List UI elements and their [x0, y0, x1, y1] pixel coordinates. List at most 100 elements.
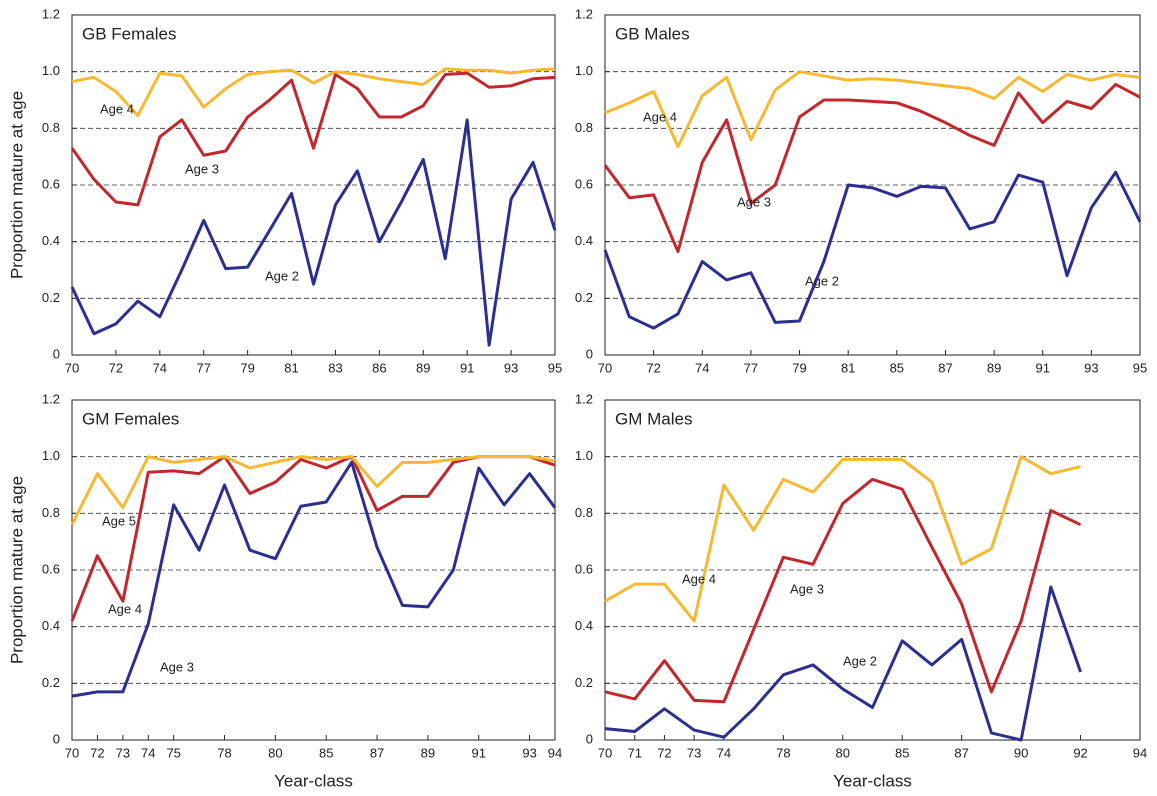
- x-tick-label: 85: [890, 360, 904, 375]
- x-tick-label: 94: [1133, 745, 1147, 760]
- data-line: [70, 455, 556, 526]
- y-tick-label: 0: [53, 346, 60, 361]
- x-axis-title: Year-class: [833, 771, 912, 790]
- y-tick-label: 1.2: [575, 6, 593, 21]
- y-tick-label: 0.6: [42, 561, 60, 576]
- y-tick-label: 0.6: [42, 176, 60, 191]
- x-tick-label: 74: [153, 360, 167, 375]
- y-axis-title: Proportion mature at age: [7, 476, 26, 664]
- x-tick-label: 92: [1073, 745, 1087, 760]
- x-tick-label: 72: [109, 360, 123, 375]
- y-tick-label: 0.8: [42, 505, 60, 520]
- series-label: Age 2: [843, 653, 877, 668]
- series-label: Age 5: [102, 513, 136, 528]
- x-tick-label: 86: [372, 360, 386, 375]
- x-tick-label: 89: [416, 360, 430, 375]
- y-axis-title: Proportion mature at age: [7, 91, 26, 279]
- x-tick-label: 71: [627, 745, 641, 760]
- x-tick-label: 89: [421, 745, 435, 760]
- y-tick-label: 1.2: [42, 6, 60, 21]
- y-tick-label: 1.0: [42, 63, 60, 78]
- plot-frame: [604, 399, 1141, 741]
- data-line: [71, 460, 557, 698]
- x-tick-label: 93: [1084, 360, 1098, 375]
- x-tick-label: 75: [166, 745, 180, 760]
- x-tick-label: 89: [987, 360, 1001, 375]
- y-tick-label: 0.2: [42, 290, 60, 305]
- x-tick-label: 87: [938, 360, 952, 375]
- plot-frame: [71, 14, 556, 356]
- x-tick-label: 72: [657, 745, 671, 760]
- series-label: Age 4: [643, 109, 677, 124]
- y-tick-label: 0.2: [42, 675, 60, 690]
- plot-frame: [604, 14, 1141, 356]
- y-tick-label: 0: [53, 731, 60, 746]
- x-tick-label: 74: [141, 745, 155, 760]
- x-tick-label: 70: [598, 360, 612, 375]
- y-tick-label: 0.8: [575, 120, 593, 135]
- y-tick-label: 0: [586, 731, 593, 746]
- series-label: Age 3: [790, 581, 824, 596]
- y-tick-label: 0.4: [42, 618, 60, 633]
- x-tick-label: 73: [687, 745, 701, 760]
- series-label: Age 3: [185, 161, 219, 176]
- x-tick-label: 81: [841, 360, 855, 375]
- x-tick-label: 95: [548, 360, 562, 375]
- x-tick-label: 70: [65, 360, 79, 375]
- x-tick-label: 81: [284, 360, 298, 375]
- series-label: Age 4: [100, 101, 134, 116]
- x-axis-title: Year-class: [274, 771, 353, 790]
- y-tick-label: 0.4: [575, 618, 593, 633]
- y-tick-label: 0.4: [575, 233, 593, 248]
- series-label: Age 3: [160, 659, 194, 674]
- x-tick-label: 85: [895, 745, 909, 760]
- y-tick-label: 1.0: [575, 63, 593, 78]
- series-label: Age 2: [265, 268, 299, 283]
- x-tick-label: 91: [460, 360, 474, 375]
- y-tick-label: 0.4: [42, 233, 60, 248]
- y-tick-label: 0.2: [575, 675, 593, 690]
- y-tick-label: 0: [586, 346, 593, 361]
- x-tick-label: 91: [472, 745, 486, 760]
- data-line: [70, 455, 556, 622]
- x-tick-label: 85: [319, 745, 333, 760]
- data-line: [70, 118, 557, 347]
- data-line: [604, 585, 1082, 742]
- x-tick-label: 80: [268, 745, 282, 760]
- x-tick-label: 79: [240, 360, 254, 375]
- chart-title: GM Females: [82, 409, 179, 428]
- y-tick-label: 0.6: [575, 176, 593, 191]
- x-tick-label: 94: [548, 745, 562, 760]
- x-tick-label: 77: [196, 360, 210, 375]
- x-tick-label: 93: [504, 360, 518, 375]
- series-label: Age 4: [682, 571, 716, 586]
- x-tick-label: 87: [954, 745, 968, 760]
- data-line: [603, 170, 1142, 330]
- y-tick-label: 0.6: [575, 561, 593, 576]
- x-tick-label: 74: [695, 360, 709, 375]
- chart-title: GB Males: [615, 24, 690, 43]
- data-line: [604, 455, 1081, 623]
- x-tick-label: 79: [792, 360, 806, 375]
- x-tick-label: 70: [65, 745, 79, 760]
- y-tick-label: 1.2: [575, 391, 593, 406]
- y-tick-label: 0.8: [575, 505, 593, 520]
- x-tick-label: 74: [717, 745, 731, 760]
- y-tick-label: 0.8: [42, 120, 60, 135]
- y-tick-label: 1.0: [42, 448, 60, 463]
- x-tick-label: 77: [744, 360, 758, 375]
- x-tick-label: 95: [1133, 360, 1147, 375]
- x-tick-label: 90: [1014, 745, 1028, 760]
- x-tick-label: 87: [370, 745, 384, 760]
- y-tick-label: 0.2: [575, 290, 593, 305]
- x-tick-label: 80: [836, 745, 850, 760]
- series-label: Age 4: [108, 601, 142, 616]
- plot-frame: [71, 399, 556, 741]
- x-tick-label: 78: [217, 745, 231, 760]
- x-tick-label: 73: [116, 745, 130, 760]
- data-line: [70, 71, 556, 207]
- x-tick-label: 70: [598, 745, 612, 760]
- data-line: [71, 67, 556, 118]
- chart-title: GB Females: [82, 24, 176, 43]
